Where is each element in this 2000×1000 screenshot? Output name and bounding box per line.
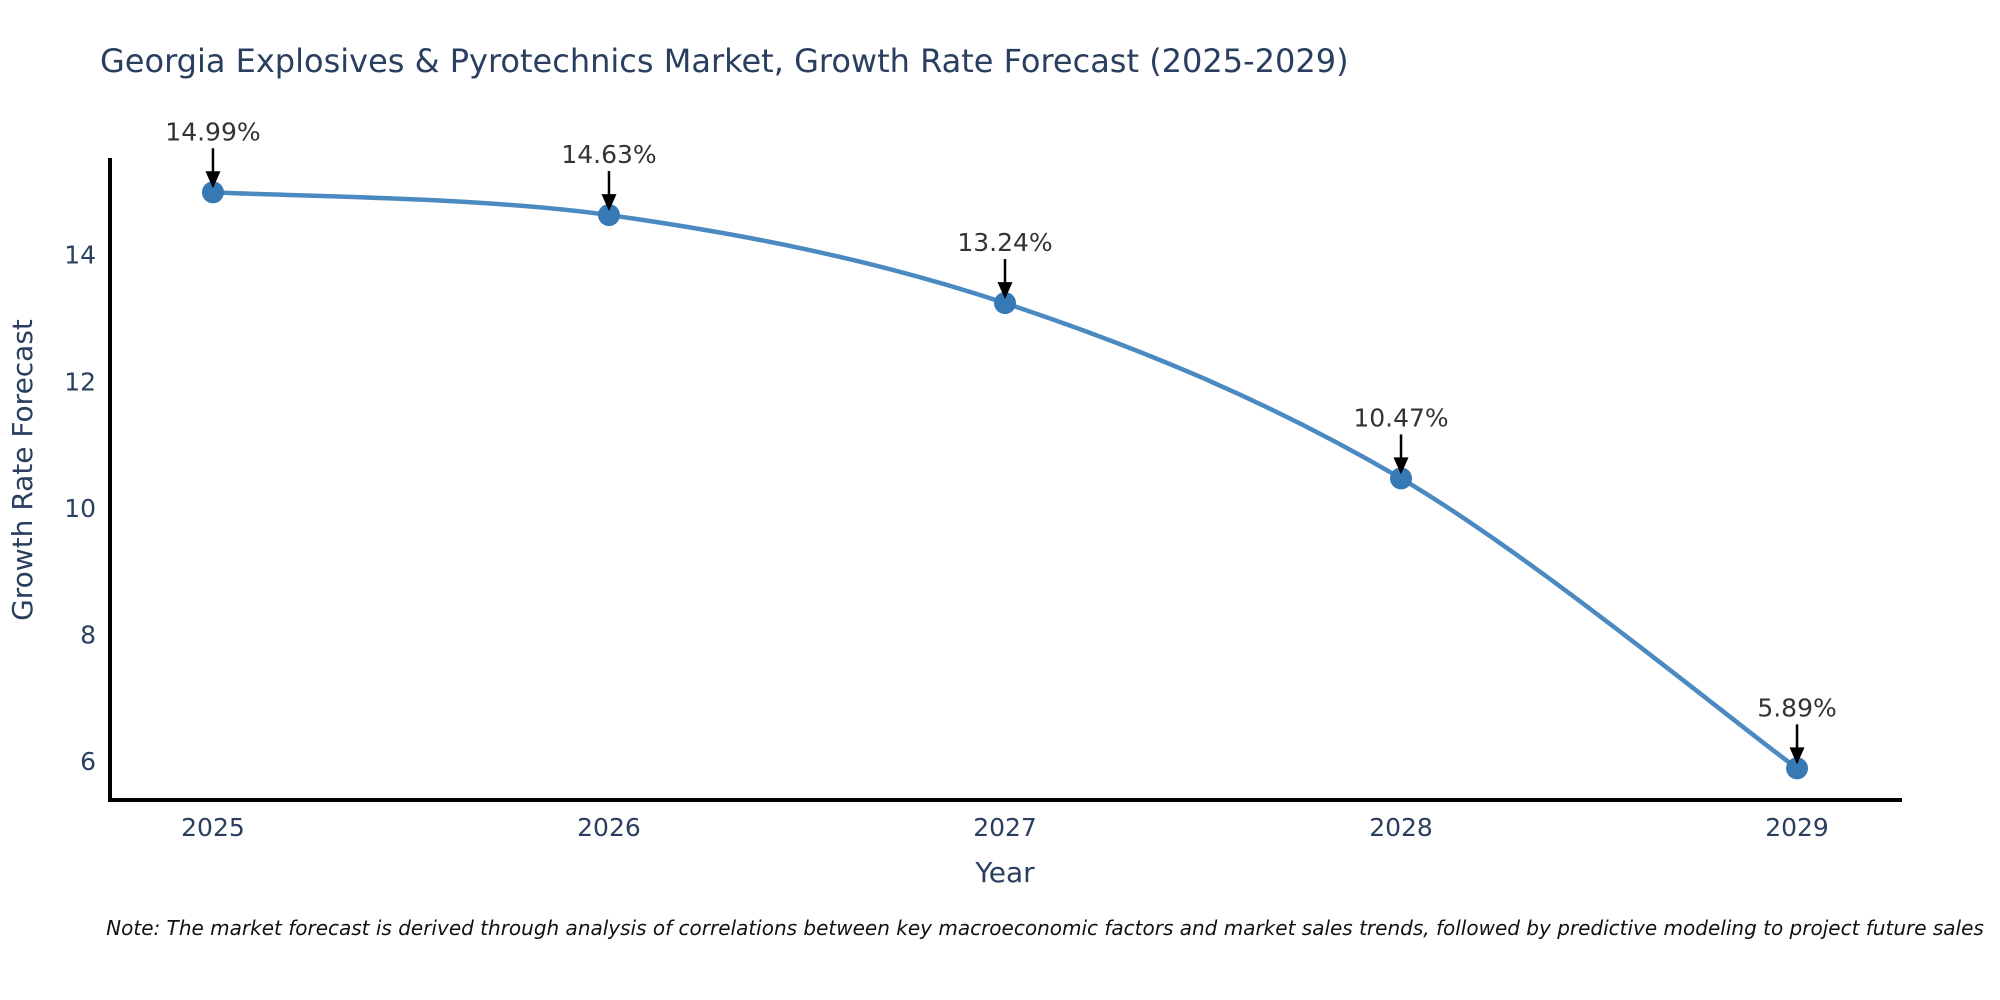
annotation-arrowhead [1789,747,1805,765]
x-tick-label: 2029 [1765,813,1829,842]
data-point-marker [994,292,1016,315]
y-axis-title: Growth Rate Forecast [6,319,39,621]
annotation-arrowhead [205,171,221,189]
y-tick-label: 8 [80,621,96,650]
data-point-marker [1390,467,1413,490]
point-value-label: 10.47% [1353,403,1448,432]
annotation-arrowhead [1393,457,1409,475]
point-value-label: 14.99% [165,117,260,146]
chart-title: Georgia Explosives & Pyrotechnics Market… [100,42,1349,80]
x-axis-title: Year [974,856,1035,889]
chart-footnote: Note: The market forecast is derived thr… [106,916,1984,940]
y-tick-label: 6 [80,747,96,776]
x-tick-label: 2026 [577,813,641,842]
axis-lines [108,158,1902,802]
annotation-arrowhead [601,194,617,212]
point-value-label: 14.63% [561,140,656,169]
annotation-arrowhead [997,282,1013,300]
y-tick-label: 10 [64,494,96,523]
y-tick-label: 14 [64,241,96,270]
x-tick-label: 2025 [181,813,245,842]
point-value-label: 5.89% [1757,693,1836,722]
data-point-marker [597,204,620,227]
point-value-label: 13.24% [957,228,1052,257]
data-point-marker [1786,757,1809,780]
x-tick-label: 2027 [973,813,1037,842]
data-point-marker [201,181,224,204]
x-tick-label: 2028 [1369,813,1433,842]
y-tick-label: 12 [64,367,96,396]
